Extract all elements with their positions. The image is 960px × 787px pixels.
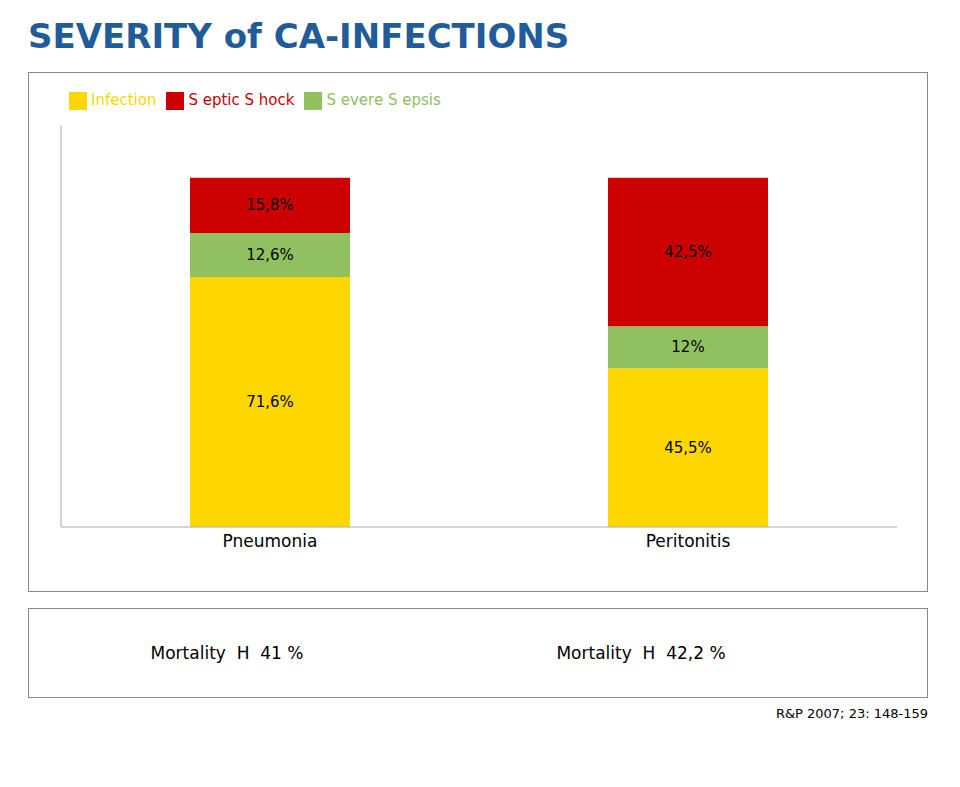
html-text:Mortality H 42,2 %: Mortality H 42,2 % (556, 643, 726, 663)
svg-text:Pneumonia: Pneumonia (223, 531, 318, 551)
svg-text:15,8%: 15,8% (246, 196, 294, 214)
svg-text:12%: 12% (671, 338, 704, 356)
svg-text:45,5%: 45,5% (664, 439, 712, 457)
svg-text:12,6%: 12,6% (246, 246, 294, 264)
html-text:S eptic S hock: S eptic S hock (188, 91, 295, 109)
svg-text:Peritonitis: Peritonitis (646, 531, 731, 551)
html-text:SEVERITY of CA-INFECTIONS: SEVERITY of CA-INFECTIONS (28, 16, 570, 56)
html-text:Infection: Infection (91, 91, 157, 109)
html-text:Mortality H 41 %: Mortality H 41 % (150, 643, 304, 663)
html-text:R&P 2007; 23: 148-159: R&P 2007; 23: 148-159 (775, 706, 928, 721)
svg-text:42,5%: 42,5% (664, 243, 712, 261)
html-text:S evere S epsis: S evere S epsis (326, 91, 441, 109)
svg-text:71,6%: 71,6% (246, 393, 294, 411)
